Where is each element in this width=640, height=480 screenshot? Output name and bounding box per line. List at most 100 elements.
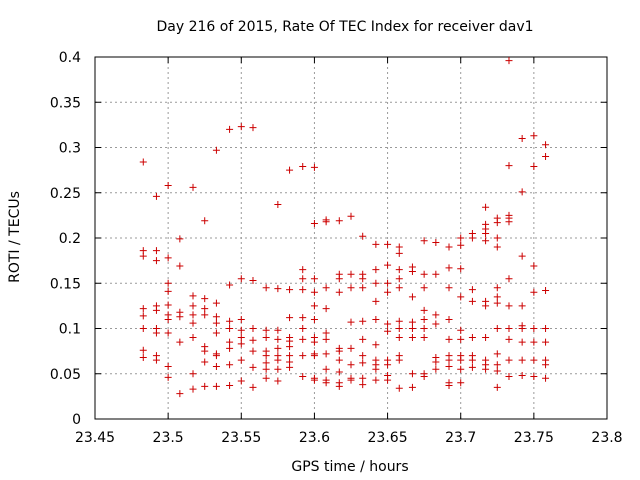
data-point [274, 365, 282, 373]
data-point [335, 217, 343, 225]
data-point [347, 284, 355, 292]
data-point [493, 219, 501, 227]
data-point [347, 376, 355, 384]
data-point [482, 302, 490, 310]
data-point [274, 377, 282, 385]
data-point [347, 318, 355, 326]
data-point [176, 338, 184, 346]
data-point [408, 325, 416, 332]
data-point [164, 329, 172, 337]
data-point [189, 302, 197, 310]
data-point [518, 302, 526, 310]
data-point [164, 373, 172, 381]
x-tick-label: 23.7 [445, 430, 476, 446]
data-point [310, 288, 318, 296]
data-point [299, 286, 307, 294]
data-point [310, 376, 318, 384]
data-point [493, 361, 501, 369]
data-point [395, 356, 403, 364]
data-point [335, 368, 343, 376]
data-point [335, 356, 343, 364]
x-tick-label: 23.75 [514, 430, 554, 446]
data-point [286, 363, 294, 371]
data-point [322, 379, 330, 387]
data-point [518, 134, 526, 142]
data-point [482, 365, 490, 373]
data-point [299, 266, 307, 274]
x-tick-label: 23.65 [368, 430, 408, 446]
data-point [530, 132, 538, 140]
data-points [139, 57, 550, 398]
data-point [152, 247, 160, 255]
data-point [432, 239, 440, 247]
data-point [274, 344, 282, 352]
data-point [139, 325, 147, 332]
data-point [310, 315, 318, 323]
data-point [384, 279, 392, 287]
data-point [372, 315, 380, 323]
data-point [542, 141, 550, 149]
data-point [237, 334, 245, 342]
data-point [286, 166, 294, 174]
data-point [457, 356, 465, 364]
data-point [299, 335, 307, 343]
data-point [249, 336, 257, 344]
data-point [482, 334, 490, 342]
y-tick-label: 0.05 [50, 367, 81, 383]
data-point [445, 382, 453, 390]
data-point [310, 163, 318, 171]
data-point [505, 325, 513, 332]
x-tick-label: 23.6 [299, 430, 330, 446]
data-point [237, 326, 245, 334]
data-point [518, 372, 526, 380]
data-point [372, 297, 380, 305]
data-point [493, 284, 501, 292]
data-point [457, 265, 465, 273]
data-point [542, 286, 550, 294]
data-point [372, 240, 380, 248]
data-point [457, 335, 465, 343]
data-point [542, 325, 550, 332]
data-point [468, 297, 476, 305]
data-point [482, 229, 490, 237]
data-point [152, 356, 160, 364]
data-point [152, 257, 160, 265]
data-point [212, 313, 220, 321]
data-point [322, 365, 330, 373]
data-point [201, 382, 209, 390]
data-point [372, 365, 380, 373]
data-point [226, 317, 234, 325]
data-point [395, 334, 403, 342]
data-point [493, 383, 501, 391]
data-point [468, 334, 476, 342]
data-point [237, 315, 245, 323]
y-tick-label: 0 [72, 412, 81, 428]
data-point [274, 335, 282, 343]
data-point [420, 237, 428, 245]
data-point [542, 361, 550, 369]
data-point [493, 234, 501, 242]
data-point [468, 286, 476, 294]
data-point [189, 183, 197, 191]
y-tick-label: 0.1 [59, 322, 81, 338]
data-point [249, 277, 257, 285]
data-point [359, 352, 367, 360]
data-point [310, 338, 318, 346]
data-point [189, 311, 197, 319]
data-point [432, 358, 440, 366]
data-point [372, 279, 380, 287]
data-point [201, 305, 209, 313]
data-point [176, 262, 184, 270]
data-point [249, 325, 257, 332]
data-point [164, 301, 172, 309]
data-point [408, 334, 416, 342]
data-point [395, 249, 403, 257]
data-point [530, 372, 538, 380]
data-point [347, 212, 355, 220]
data-point [359, 317, 367, 325]
data-point [347, 270, 355, 278]
data-point [457, 293, 465, 301]
data-point [152, 329, 160, 337]
data-point [226, 338, 234, 346]
